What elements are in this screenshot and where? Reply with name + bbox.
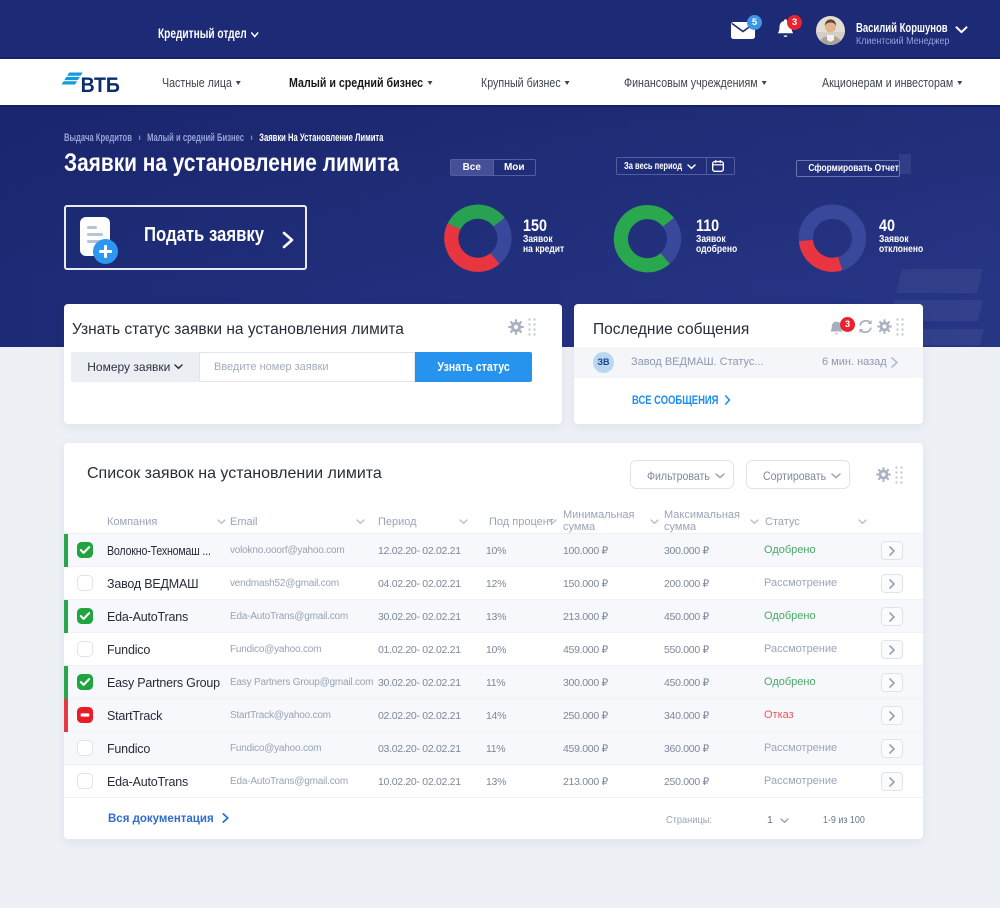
- svg-text:ВТБ: ВТБ: [81, 74, 120, 95]
